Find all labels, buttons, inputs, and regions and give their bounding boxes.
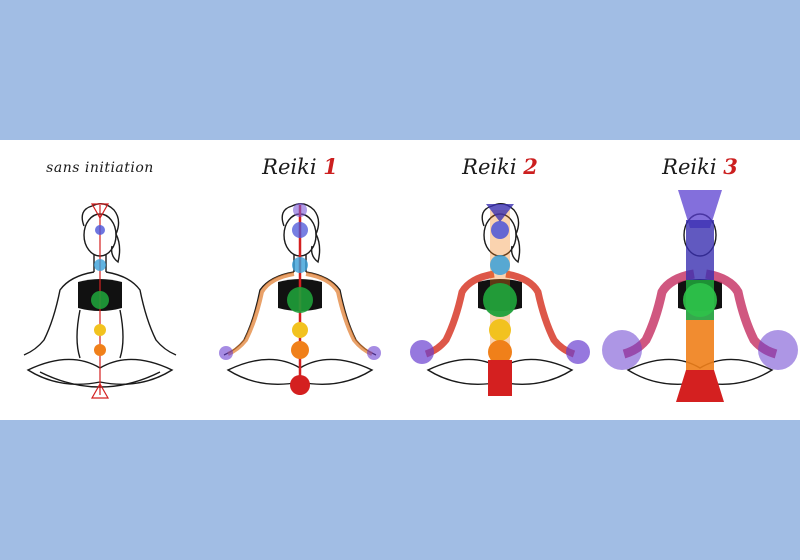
chakra-brow [95, 225, 105, 235]
hand-right-chakra [566, 340, 590, 364]
chakra-column-upper [686, 220, 714, 280]
chakra-sacral [94, 344, 106, 356]
panel-title: sans initiation [0, 160, 200, 176]
chakra-solar [94, 324, 106, 336]
chakra-sacral [488, 340, 512, 364]
chakra-brow [491, 221, 509, 239]
chakra-throat [292, 257, 308, 273]
chakra-brow [292, 222, 308, 238]
panel-title: Reiki 2 [400, 154, 600, 179]
chakra-root [290, 375, 310, 395]
chakra-column-lower [686, 320, 714, 370]
panel-title-number: 1 [323, 154, 338, 179]
panel-title-text: Reiki [262, 155, 317, 179]
chakra-heart [91, 291, 109, 309]
crown-funnel [678, 190, 722, 228]
chakra-solar [292, 322, 308, 338]
panel-reiki-3: Reiki 3 [600, 140, 800, 420]
hand-right-chakra [367, 346, 381, 360]
meditation-figure [602, 190, 798, 402]
chakra-crown [293, 203, 307, 217]
chakra-throat [94, 259, 106, 271]
meditation-figure [410, 203, 590, 396]
crown-funnel [486, 204, 514, 222]
meditation-figure [23, 203, 177, 399]
chakra-solar [489, 319, 511, 341]
panel-title: Reiki 3 [600, 154, 800, 179]
hand-left-chakra [410, 340, 434, 364]
chakra-root [676, 370, 724, 402]
hand-right-chakra [758, 330, 798, 370]
hand-left-chakra [219, 346, 233, 360]
hand-left-chakra [602, 330, 642, 370]
panel-title-number: 2 [523, 154, 538, 179]
panel-title-number: 3 [723, 154, 738, 179]
chakra-heart [287, 287, 313, 313]
chakra-root [488, 360, 512, 396]
panel-reiki-1: Reiki 1 [200, 140, 400, 420]
chakra-heart [483, 283, 517, 317]
image-band: sans initiation [0, 140, 800, 420]
chakra-sacral [291, 341, 309, 359]
chakra-heart [683, 283, 717, 317]
arm-channels [227, 272, 373, 356]
chakra-throat [490, 255, 510, 275]
panel-reiki-2: Reiki 2 [400, 140, 600, 420]
arm-channels [424, 270, 576, 358]
panel-title: Reiki 1 [200, 154, 400, 179]
meditation-figure [219, 203, 381, 395]
panel-sans-initiation: sans initiation [0, 140, 200, 420]
panel-title-text: sans initiation [46, 160, 154, 176]
panel-title-text: Reiki [662, 155, 717, 179]
panel-title-text: Reiki [462, 155, 517, 179]
